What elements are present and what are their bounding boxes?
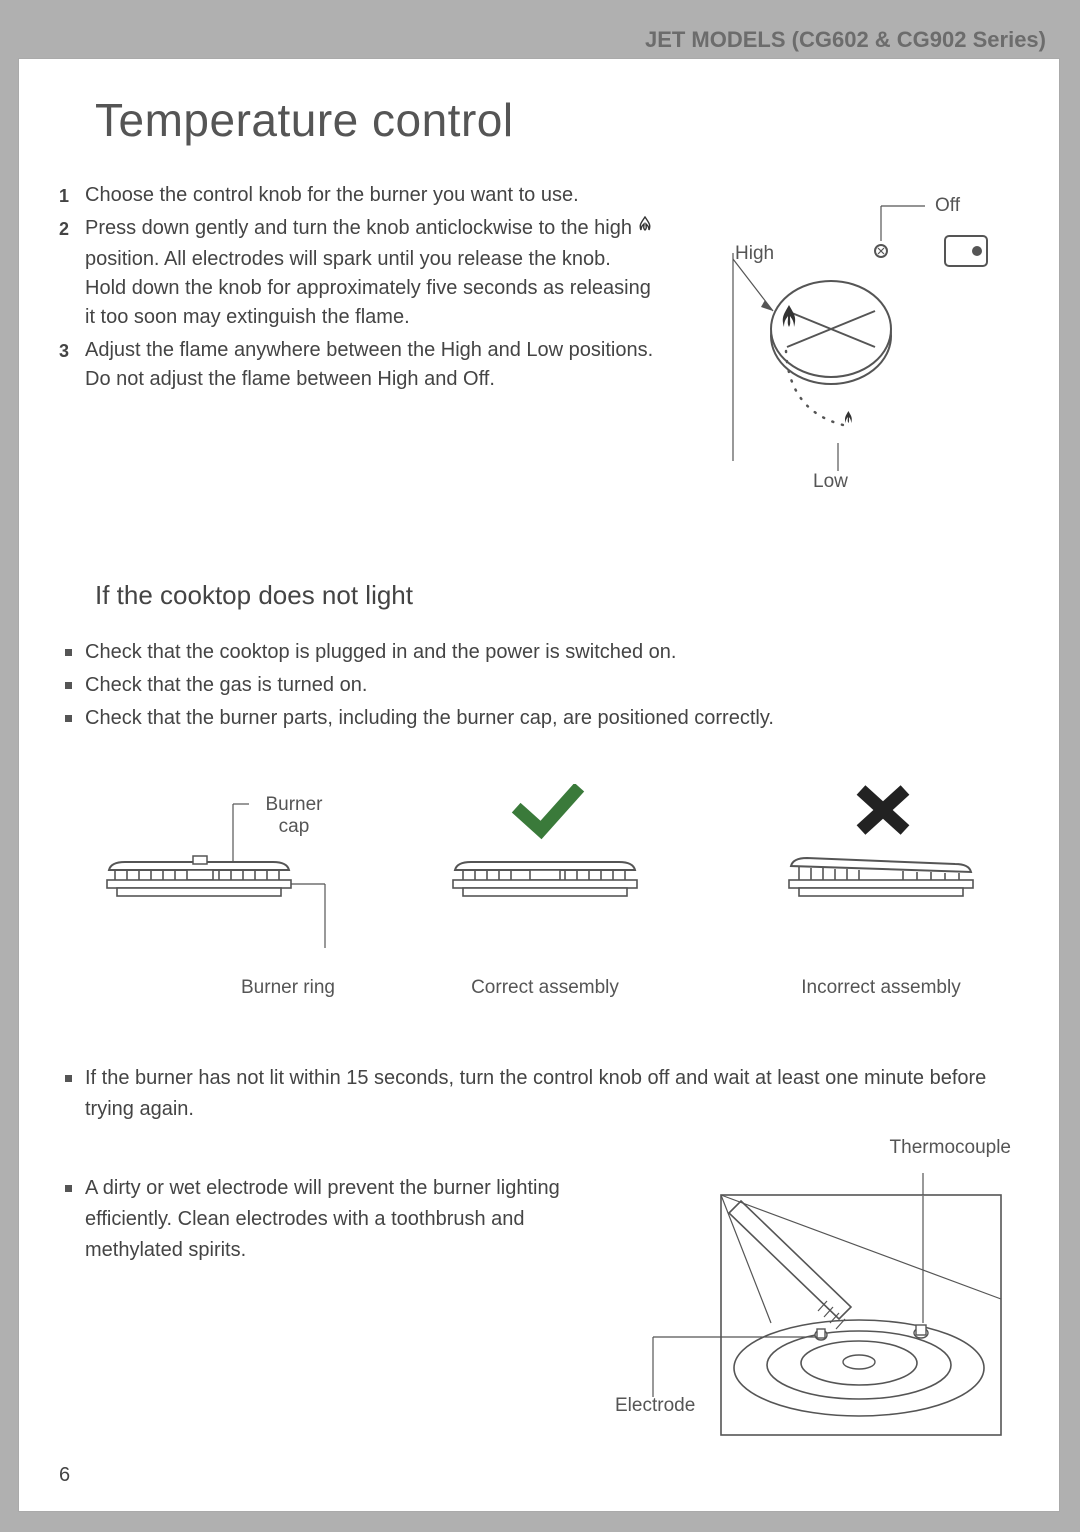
tip-2: A dirty or wet electrode will prevent th… — [59, 1173, 611, 1266]
burner-incorrect: Incorrect assembly — [751, 784, 1011, 999]
step-1: Choose the control knob for the burner y… — [59, 181, 657, 210]
tip-1: If the burner has not lit within 15 seco… — [59, 1063, 1011, 1125]
step-2: Press down gently and turn the knob anti… — [59, 214, 657, 332]
dial-diagram: Off High Low — [681, 181, 1011, 506]
electrode-diagram: Thermocouple — [611, 1173, 1011, 1468]
header-bar: JET MODELS (CG602 & CG902 Series) — [18, 22, 1060, 58]
burner-row: Burner cap Burner ring — [59, 784, 1011, 999]
incorrect-label: Incorrect assembly — [751, 977, 1011, 999]
steps-list: Choose the control knob for the burner y… — [59, 181, 657, 394]
check-1: Check that the cooktop is plugged in and… — [59, 637, 1011, 668]
dial-off-label: Off — [935, 195, 960, 217]
page-title: Temperature control — [95, 93, 1011, 147]
ring-label: Burner ring — [59, 977, 339, 999]
check-3: Check that the burner parts, including t… — [59, 703, 1011, 734]
step-1-text: Choose the control knob for the burner y… — [85, 184, 579, 206]
checks-list: Check that the cooktop is plugged in and… — [59, 637, 1011, 734]
subheading: If the cooktop does not light — [95, 580, 1011, 611]
page-number: 6 — [59, 1464, 70, 1487]
page: Temperature control Choose the control k… — [18, 58, 1060, 1512]
burner-correct: Correct assembly — [415, 784, 675, 999]
check-2: Check that the gas is turned on. — [59, 670, 1011, 701]
dial-high-label: High — [735, 243, 774, 265]
step-3-text: Adjust the flame anywhere between the Hi… — [85, 339, 653, 390]
step-3: Adjust the flame anywhere between the Hi… — [59, 336, 657, 394]
dial-low-label: Low — [813, 471, 848, 493]
thermocouple-label: Thermocouple — [890, 1137, 1011, 1159]
step-2-text-b: position. All electrodes will spark unti… — [85, 248, 651, 328]
flame-icon — [638, 216, 652, 245]
correct-label: Correct assembly — [415, 977, 675, 999]
burner-labelled: Burner cap Burner ring — [59, 784, 339, 999]
tip-list-1: If the burner has not lit within 15 seco… — [59, 1063, 1011, 1125]
step-2-text-a: Press down gently and turn the knob anti… — [85, 217, 638, 239]
tip-list-2: A dirty or wet electrode will prevent th… — [59, 1173, 611, 1266]
header-title: JET MODELS (CG602 & CG902 Series) — [645, 27, 1046, 53]
electrode-label: Electrode — [615, 1395, 695, 1417]
cap-label: Burner cap — [249, 794, 339, 838]
